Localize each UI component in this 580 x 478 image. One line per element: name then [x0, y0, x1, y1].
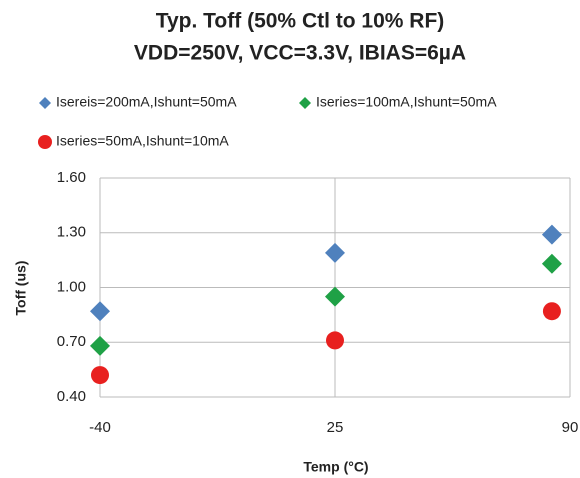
x-axis-label: Temp (°C)	[303, 459, 368, 475]
y-tick-label: 0.40	[57, 388, 86, 405]
y-tick-label: 1.30	[57, 224, 86, 241]
y-axis-label: Toff (us)	[13, 261, 29, 316]
y-tick-label: 1.60	[57, 169, 86, 186]
y-tick-label: 0.70	[57, 333, 86, 350]
data-point	[90, 301, 110, 322]
data-point	[325, 286, 345, 307]
legend-marker	[39, 97, 51, 109]
data-point	[325, 242, 345, 263]
y-tick-label: 1.00	[57, 278, 86, 295]
legend-label: Iseries=50mA,Ishunt=10mA	[56, 133, 229, 149]
legend-label: Iseries=100mA,Ishunt=50mA	[316, 94, 497, 110]
x-tick-label: 90	[562, 419, 579, 436]
data-point	[326, 331, 344, 350]
legend-label: Isereis=200mA,Ishunt=50mA	[56, 94, 237, 110]
legend-marker	[38, 135, 52, 149]
x-tick-label: -40	[89, 419, 111, 436]
x-tick-label: 25	[327, 419, 344, 436]
data-point	[90, 335, 110, 356]
legend-marker	[299, 97, 311, 109]
chart-title: Typ. Toff (50% Ctl to 10% RF)	[156, 10, 445, 33]
data-point	[542, 302, 561, 321]
data-point	[541, 253, 562, 274]
data-point	[541, 224, 562, 245]
chart-subtitle: VDD=250V, VCC=3.3V, IBIAS=6µA	[134, 42, 466, 65]
data-point	[91, 366, 109, 385]
